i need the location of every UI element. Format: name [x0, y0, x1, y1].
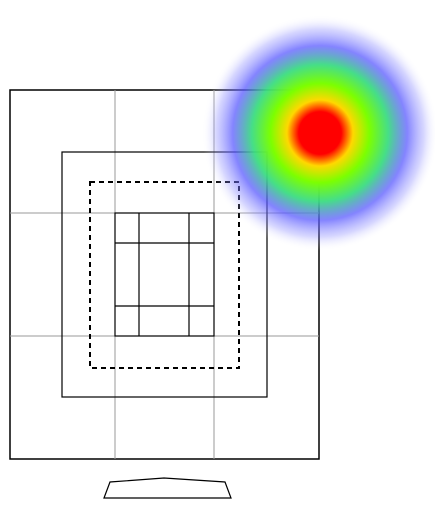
inner-grid-frame — [114, 212, 215, 337]
screen-frame-icon — [9, 89, 320, 460]
middle-frame — [61, 151, 268, 398]
dashed-focus-frame — [89, 181, 240, 369]
monitor-stand-icon — [103, 477, 232, 499]
grid-target-icon — [114, 212, 215, 337]
heatmap-blob — [198, 11, 435, 255]
